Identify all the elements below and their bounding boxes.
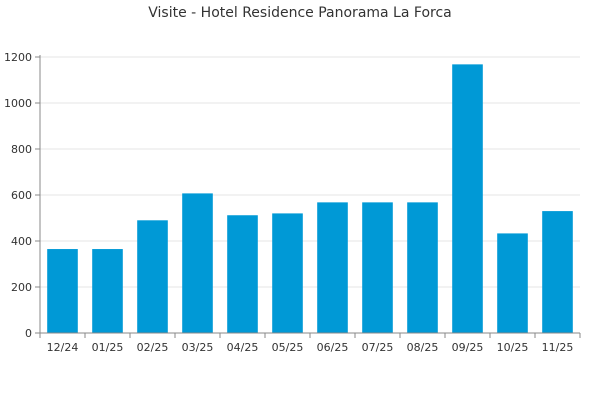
bar-01-25[interactable] bbox=[92, 249, 123, 333]
bar-07-25[interactable] bbox=[362, 202, 393, 333]
x-tick-label: 05/25 bbox=[272, 341, 304, 354]
bar-11-25[interactable] bbox=[542, 211, 573, 333]
x-tick-label: 11/25 bbox=[542, 341, 574, 354]
bar-06-25[interactable] bbox=[317, 202, 348, 333]
axes bbox=[35, 55, 581, 338]
x-tick-label: 07/25 bbox=[362, 341, 394, 354]
bar-08-25[interactable] bbox=[407, 202, 438, 333]
y-tick-label: 200 bbox=[11, 281, 32, 294]
y-tick-label: 600 bbox=[11, 189, 32, 202]
bar-09-25[interactable] bbox=[452, 64, 483, 334]
bar-12-24[interactable] bbox=[47, 249, 78, 333]
bars bbox=[47, 64, 573, 334]
x-tick-label: 03/25 bbox=[182, 341, 214, 354]
x-tick-label: 10/25 bbox=[497, 341, 529, 354]
grid-lines bbox=[40, 56, 580, 288]
y-tick-label: 400 bbox=[11, 235, 32, 248]
bar-02-25[interactable] bbox=[137, 220, 168, 333]
x-tick-label: 02/25 bbox=[137, 341, 169, 354]
y-tick-label: 800 bbox=[11, 143, 32, 156]
y-tick-labels: 0 200 400 600 800 1000 1200 bbox=[4, 51, 32, 340]
bar-04-25[interactable] bbox=[227, 215, 258, 333]
bar-03-25[interactable] bbox=[182, 193, 213, 333]
x-tick-label: 08/25 bbox=[407, 341, 439, 354]
x-tick-label: 06/25 bbox=[317, 341, 349, 354]
x-tick-label: 09/25 bbox=[452, 341, 484, 354]
y-tick-label: 0 bbox=[25, 327, 32, 340]
x-tick-label: 04/25 bbox=[227, 341, 259, 354]
x-tick-labels: 12/24 01/25 02/25 03/25 04/25 05/25 06/25 07/25… bbox=[47, 341, 574, 354]
y-tick-label: 1200 bbox=[4, 51, 32, 64]
bar-10-25[interactable] bbox=[497, 233, 528, 333]
bar-05-25[interactable] bbox=[272, 213, 303, 333]
x-tick-label: 12/24 bbox=[47, 341, 79, 354]
x-tick-label: 01/25 bbox=[92, 341, 124, 354]
y-tick-label: 1000 bbox=[4, 97, 32, 110]
chart-title: Visite - Hotel Residence Panorama La For… bbox=[148, 5, 451, 21]
